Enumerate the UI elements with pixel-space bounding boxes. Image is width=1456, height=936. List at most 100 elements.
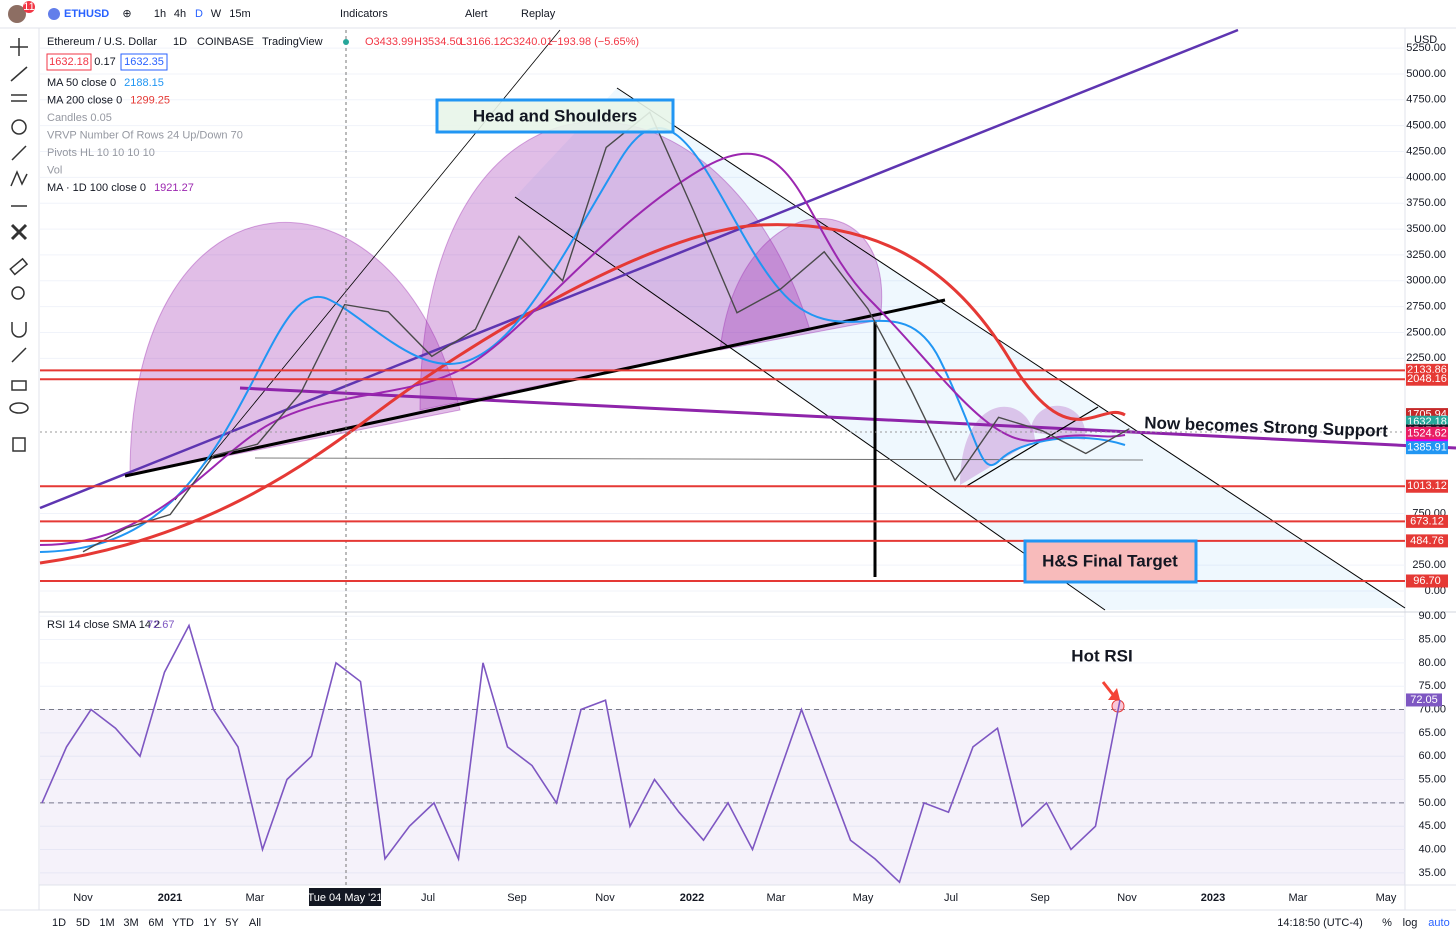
interval-button[interactable]: W bbox=[211, 8, 222, 20]
auto-toggle[interactable]: auto bbox=[1428, 917, 1449, 929]
y-tick-label: 35.00 bbox=[1418, 867, 1446, 879]
x-tick-label: 2022 bbox=[680, 892, 704, 904]
range-button[interactable]: 1D bbox=[52, 917, 66, 929]
alert-button[interactable]: Alert bbox=[465, 8, 488, 20]
rsi-label: 72.05 bbox=[1410, 694, 1438, 706]
y-tick-label: 50.00 bbox=[1418, 797, 1446, 809]
y-tick-label: 55.00 bbox=[1418, 773, 1446, 785]
tool-icon[interactable] bbox=[11, 322, 27, 338]
tool-icon[interactable] bbox=[10, 66, 28, 82]
study-name: Vol bbox=[47, 164, 62, 176]
rsi-value: 72.67 bbox=[147, 619, 175, 631]
right-shoulder bbox=[719, 218, 883, 351]
drawings bbox=[39, 28, 1456, 885]
range-button[interactable]: 3M bbox=[123, 917, 138, 929]
tool-icon[interactable] bbox=[11, 347, 27, 363]
percent-toggle[interactable]: % bbox=[1382, 917, 1392, 929]
y-tick-label: 2750.00 bbox=[1406, 301, 1446, 313]
study-name: Candles 0.05 bbox=[47, 112, 112, 124]
x-tick-label: Sep bbox=[1030, 892, 1050, 904]
y-tick-label: 90.00 bbox=[1418, 610, 1446, 622]
tool-icon[interactable] bbox=[12, 437, 26, 452]
annotation: Head and Shoulders bbox=[473, 106, 637, 125]
currency[interactable]: USD bbox=[1414, 34, 1437, 46]
x-tick-label: Jul bbox=[944, 892, 958, 904]
x-tick-label: Jul bbox=[421, 892, 435, 904]
study-name: Pivots HL 10 10 10 10 bbox=[47, 147, 155, 159]
price-label-box bbox=[1406, 479, 1448, 493]
tool-icon[interactable] bbox=[11, 286, 25, 300]
range-button[interactable]: 6M bbox=[148, 917, 163, 929]
ask-box bbox=[120, 53, 168, 71]
y-tick-label: 250.00 bbox=[1412, 559, 1446, 571]
range-button[interactable]: YTD bbox=[172, 917, 194, 929]
legend-title: Ethereum / U.S. Dollar bbox=[47, 36, 157, 48]
tool-icon[interactable] bbox=[10, 170, 28, 187]
log-toggle[interactable]: log bbox=[1403, 917, 1418, 929]
tool-icon[interactable] bbox=[10, 223, 28, 241]
avatar[interactable] bbox=[8, 5, 26, 23]
price-line bbox=[82, 111, 1130, 553]
y-tick-label: 85.00 bbox=[1418, 633, 1446, 645]
add-symbol[interactable]: ⊕ bbox=[122, 8, 131, 20]
annotation-box bbox=[1023, 539, 1198, 584]
interval-button[interactable]: 15m bbox=[229, 8, 250, 20]
tool-icon[interactable] bbox=[9, 257, 29, 276]
tool-icon[interactable] bbox=[9, 402, 29, 414]
tool-icon[interactable] bbox=[11, 119, 27, 135]
x-tick-label: Mar bbox=[1289, 892, 1308, 904]
indicators-button[interactable]: Indicators bbox=[340, 8, 388, 20]
y-tick-label: 65.00 bbox=[1418, 727, 1446, 739]
y-tick-label: 75.00 bbox=[1418, 680, 1446, 692]
neckline bbox=[124, 298, 946, 478]
price-label-box bbox=[1406, 574, 1448, 588]
price-label: 96.70 bbox=[1413, 575, 1441, 587]
x-tick-label: May bbox=[853, 892, 874, 904]
x-tick-label: Sep bbox=[507, 892, 527, 904]
range-button[interactable]: 5D bbox=[76, 917, 90, 929]
price-label: 1013.12 bbox=[1407, 480, 1447, 492]
interval-button[interactable]: 1h bbox=[154, 8, 166, 20]
interval-button[interactable]: D bbox=[195, 8, 203, 20]
crosshair-date: Tue 04 May '21 bbox=[307, 892, 382, 904]
legend: Ethereum / U.S. Dollar 1D COINBASE Tradi… bbox=[46, 36, 349, 631]
range-button[interactable]: All bbox=[249, 917, 261, 929]
bid[interactable]: 1632.18 bbox=[49, 56, 89, 68]
y-tick-label: 4500.00 bbox=[1406, 120, 1446, 132]
range-button[interactable]: 1Y bbox=[203, 917, 217, 929]
tool-icon[interactable] bbox=[11, 380, 27, 391]
study-name: MA 50 close 0 bbox=[47, 77, 116, 89]
rsi-line bbox=[41, 623, 1121, 884]
ask[interactable]: 1632.35 bbox=[124, 56, 164, 68]
x-tick-label: Mar bbox=[767, 892, 786, 904]
y-tick-label: 4250.00 bbox=[1406, 145, 1446, 157]
replay-button[interactable]: Replay bbox=[521, 8, 556, 20]
range-button[interactable]: 1M bbox=[99, 917, 114, 929]
price-label-box bbox=[1406, 426, 1448, 440]
ohlc: O3433.99 bbox=[365, 36, 413, 48]
y-tick-label: 40.00 bbox=[1418, 843, 1446, 855]
y-tick-label: 3750.00 bbox=[1406, 197, 1446, 209]
price-label: 2048.16 bbox=[1407, 373, 1447, 385]
price-label: 1385.91 bbox=[1407, 442, 1447, 454]
y-tick-label: 4750.00 bbox=[1406, 94, 1446, 106]
arrow bbox=[1101, 681, 1116, 697]
x-tick-label: Nov bbox=[73, 892, 93, 904]
y-tick-label: 60.00 bbox=[1418, 750, 1446, 762]
price-label-box bbox=[1406, 372, 1448, 386]
interval-button[interactable]: 4h bbox=[174, 8, 186, 20]
arrow-head bbox=[1108, 688, 1120, 700]
y-tick-label: 2250.00 bbox=[1406, 352, 1446, 364]
study-name: VRVP Number Of Rows 24 Up/Down 70 bbox=[47, 129, 243, 141]
spread: 0.17 bbox=[94, 56, 115, 68]
clock: 14:18:50 (UTC-4) bbox=[1277, 917, 1363, 929]
y-tick-label: 0.00 bbox=[1425, 585, 1446, 597]
range-button[interactable]: 5Y bbox=[225, 917, 239, 929]
symbol[interactable]: ETHUSD bbox=[64, 8, 109, 20]
study-value: 1921.27 bbox=[154, 182, 194, 194]
tool-icon[interactable] bbox=[11, 145, 27, 161]
y-tick-label: 3500.00 bbox=[1406, 223, 1446, 235]
y-tick-label: 5000.00 bbox=[1406, 68, 1446, 80]
ohlc: C3240.01 bbox=[505, 36, 553, 48]
